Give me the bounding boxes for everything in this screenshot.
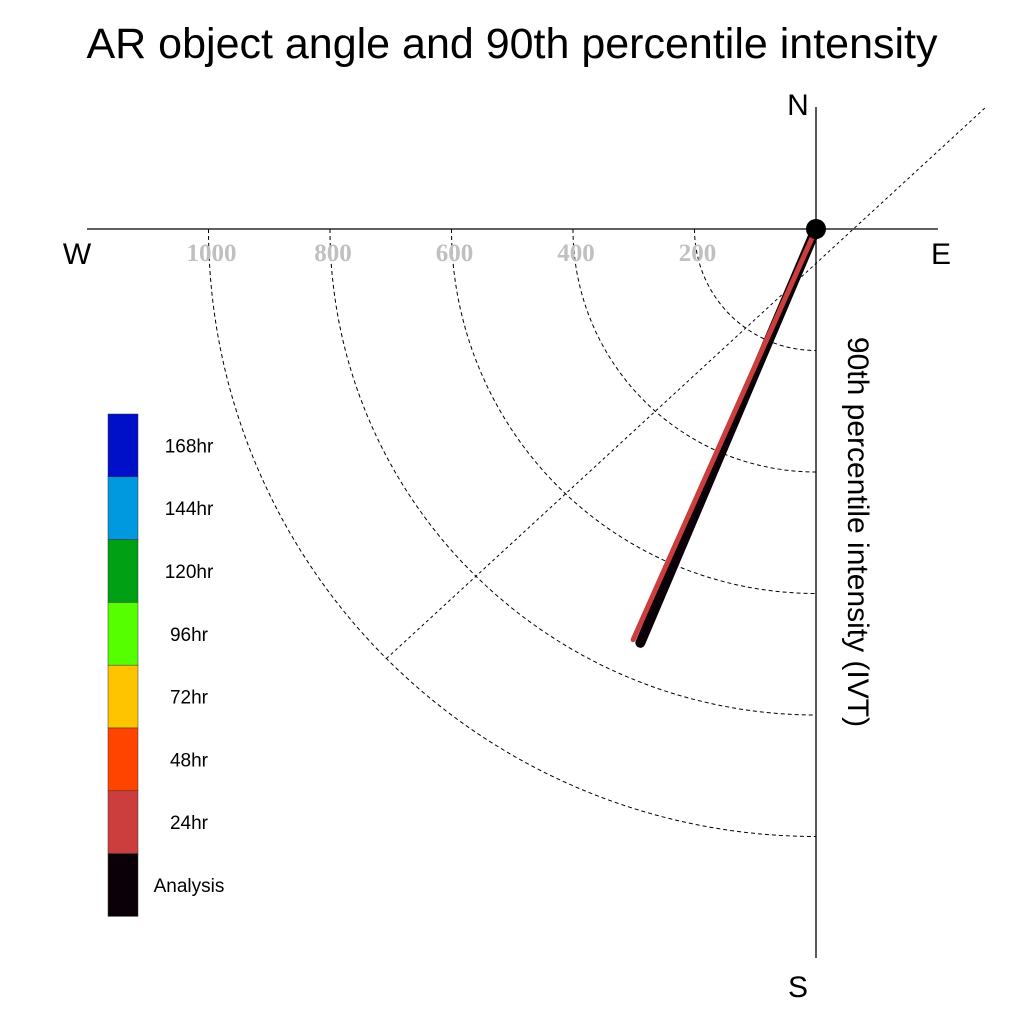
compass-east-label: E bbox=[931, 238, 951, 271]
legend-label: 120hr bbox=[165, 562, 214, 583]
polar-grid bbox=[208, 106, 987, 837]
compass-south-label: S bbox=[788, 971, 808, 1004]
radial-tick-label: 400 bbox=[557, 240, 595, 267]
legend-label: 72hr bbox=[170, 688, 209, 709]
y-axis-label: 90th percentile intensity (IVT) bbox=[841, 337, 874, 727]
legend-swatch bbox=[107, 853, 139, 917]
legend-label: Analysis bbox=[154, 876, 225, 897]
compass-west-label: W bbox=[63, 238, 92, 271]
radial-tick-label: 800 bbox=[314, 240, 352, 267]
vector-24hr bbox=[630, 226, 819, 643]
legend-label: 48hr bbox=[170, 750, 209, 771]
grid-arc bbox=[451, 228, 817, 594]
radial-tick-label: 600 bbox=[436, 240, 474, 267]
legend-swatch bbox=[107, 727, 139, 792]
grid-arc bbox=[694, 228, 817, 351]
grid-diagonal bbox=[386, 106, 987, 659]
origin-point bbox=[806, 219, 826, 239]
grid-arc bbox=[329, 228, 817, 716]
legend-label: 168hr bbox=[165, 436, 214, 457]
legend-swatch bbox=[107, 790, 139, 854]
grid-arc bbox=[572, 228, 817, 473]
legend-swatch bbox=[107, 602, 139, 666]
radial-tick-label: 200 bbox=[679, 240, 717, 267]
legend-swatch bbox=[107, 476, 139, 540]
grid-arc bbox=[208, 228, 817, 837]
radial-tick-label: 1000 bbox=[187, 240, 237, 267]
compass-axes bbox=[87, 107, 938, 958]
intensity-vectors bbox=[630, 224, 821, 648]
legend-swatch bbox=[107, 664, 139, 729]
legend-label: 144hr bbox=[165, 499, 214, 520]
legend-label: 24hr bbox=[170, 813, 209, 834]
legend-label: 96hr bbox=[170, 625, 209, 646]
legend-swatch bbox=[107, 413, 139, 478]
compass-north-label: N bbox=[787, 89, 809, 122]
radial-tick-labels: 1000 800 600 400 200 bbox=[187, 240, 717, 267]
legend: 168hr 144hr 120hr 96hr 72hr 48hr 24hr Analysis bbox=[107, 413, 225, 917]
chart-title: AR object angle and 90th percentile inte… bbox=[87, 20, 938, 68]
legend-swatch bbox=[107, 539, 139, 603]
